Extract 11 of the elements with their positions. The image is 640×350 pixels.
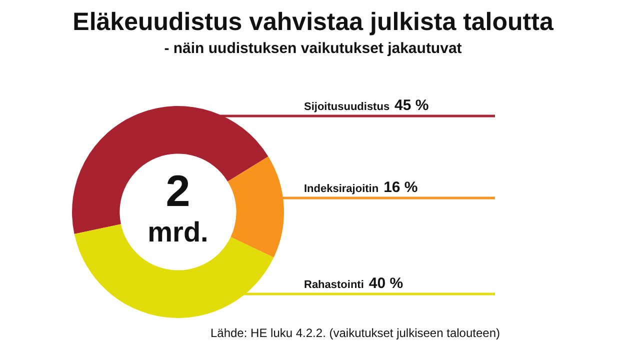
chart-subtitle: - näin uudistuksen vaikutukset jakautuvat <box>163 40 463 57</box>
slice-label: Sijoitusuudistus <box>304 101 390 113</box>
text: mrd. <box>148 216 208 248</box>
slice-label: Indeksirajoitin <box>304 183 379 195</box>
data-label: 40 % <box>368 275 404 292</box>
chart-title: Eläkeuudistus vahvistaa julkista taloutta <box>72 8 554 37</box>
data-label: 45 % <box>394 97 429 114</box>
data-label: 16 % <box>384 179 418 196</box>
slice-label: Rahastointi <box>304 279 364 291</box>
text: Lähde: HE luku 4.2.2. (vaikutukset julkiseen talouteen) <box>210 326 500 340</box>
text: 2 <box>166 167 190 216</box>
